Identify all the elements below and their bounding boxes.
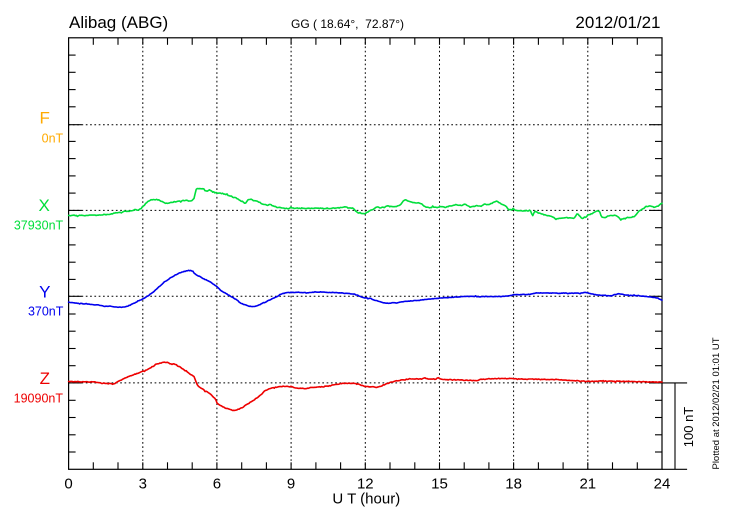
svg-text:2012/01/21: 2012/01/21 [575,13,660,32]
svg-text:Y: Y [39,282,50,301]
svg-text:12: 12 [357,475,374,492]
svg-text:Alibag (ABG): Alibag (ABG) [69,13,168,32]
svg-text:18: 18 [505,475,522,492]
svg-text:24: 24 [654,475,671,492]
svg-text:3: 3 [139,475,147,492]
svg-text:21: 21 [579,475,596,492]
svg-text:100 nT: 100 nT [681,407,696,448]
svg-text:Plotted at 2012/02/21 01:01 UT: Plotted at 2012/02/21 01:01 UT [711,337,722,469]
svg-text:6: 6 [213,475,221,492]
svg-text:37930nT: 37930nT [14,218,64,232]
svg-text:15: 15 [431,475,448,492]
svg-text:Z: Z [40,369,50,388]
svg-text:0: 0 [64,475,72,492]
svg-text:U T (hour): U T (hour) [332,491,400,508]
svg-text:19090nT: 19090nT [14,391,64,405]
svg-text:0nT: 0nT [42,131,64,145]
svg-text:F: F [40,109,50,128]
svg-text:GG ( 18.64°, 72.87°): GG ( 18.64°, 72.87°) [291,17,404,31]
svg-text:9: 9 [287,475,295,492]
svg-text:370nT: 370nT [28,305,64,319]
svg-text:X: X [39,196,50,215]
